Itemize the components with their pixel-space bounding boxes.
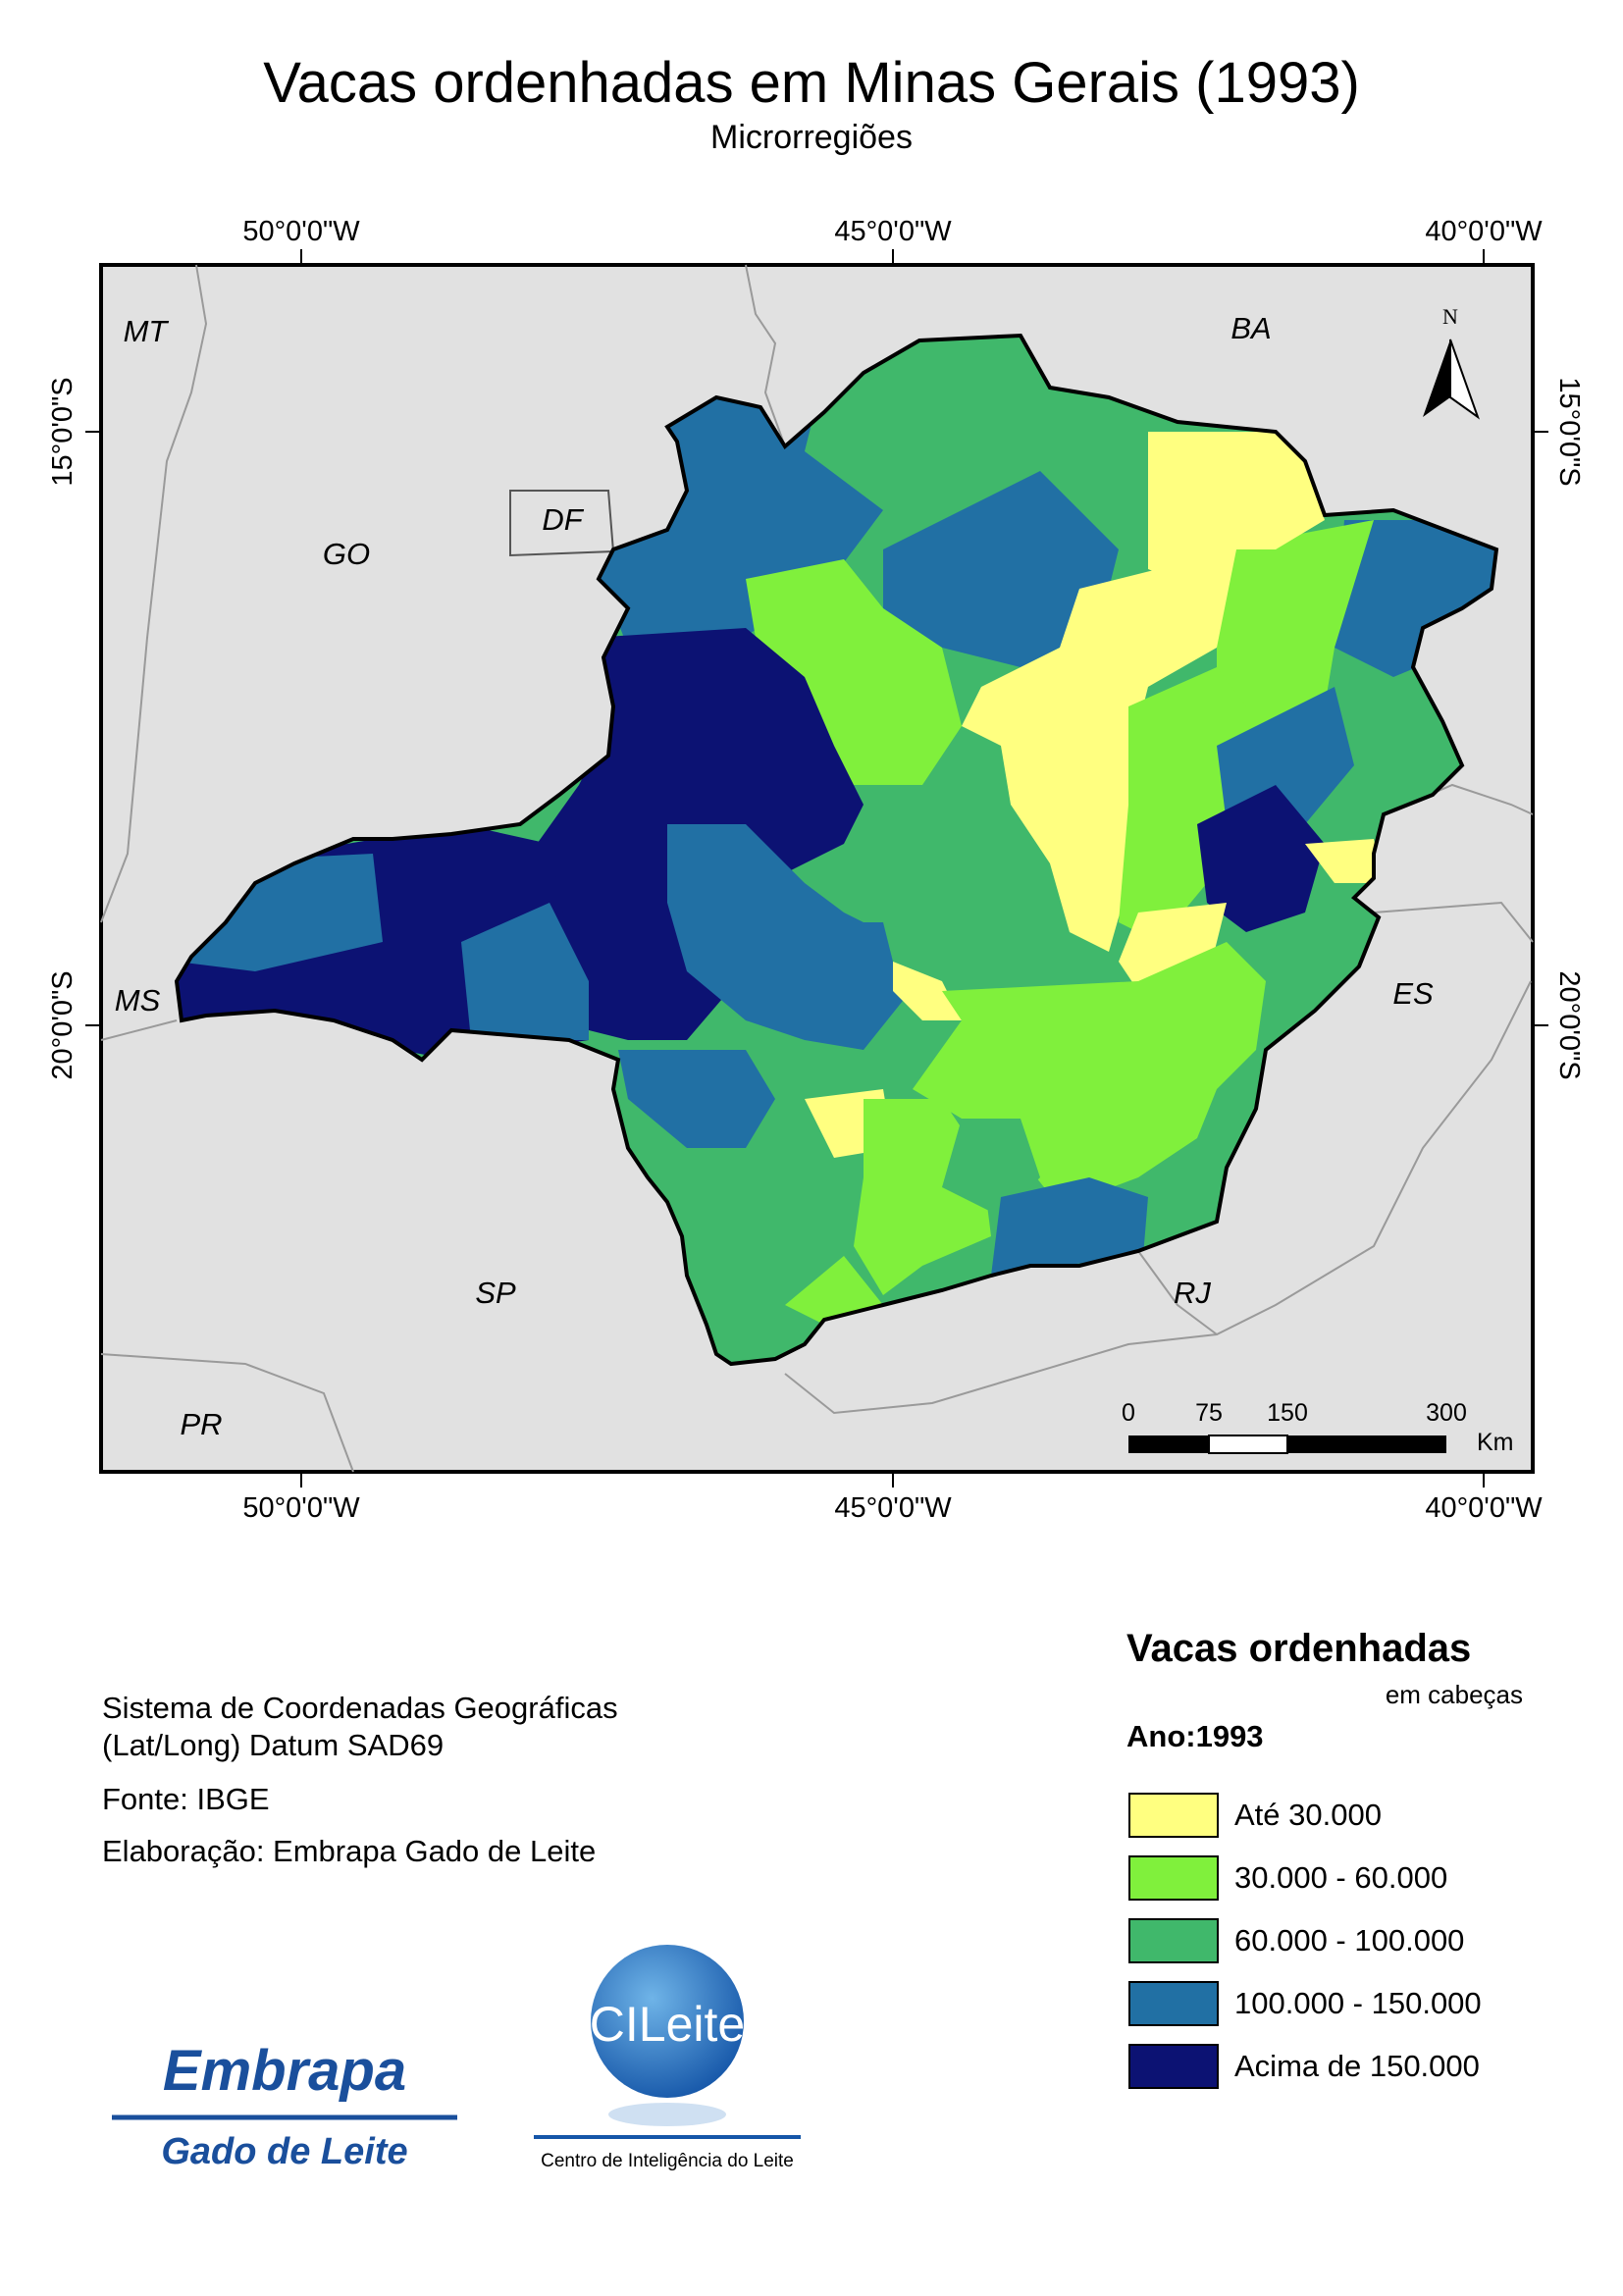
scale-tick-300: 300 bbox=[1426, 1399, 1467, 1427]
legend-item: 100.000 - 150.000 bbox=[1128, 1980, 1482, 2027]
legend-swatch bbox=[1128, 1793, 1219, 1838]
lon-label-bottom-1: 50°0'0"W bbox=[242, 1492, 360, 1524]
cileite-wordmark: CILeite bbox=[590, 1997, 745, 2052]
map-subtitle: Microrregiões bbox=[710, 119, 913, 156]
legend-swatch bbox=[1128, 1981, 1219, 2026]
legend-label: Acima de 150.000 bbox=[1234, 2049, 1480, 2083]
lon-label-top-1: 50°0'0"W bbox=[242, 216, 360, 247]
graticule-ticks bbox=[85, 249, 1548, 1487]
legend-title: Vacas ordenhadas bbox=[1126, 1627, 1472, 1670]
legend-year: Ano:1993 bbox=[1126, 1719, 1264, 1753]
state-label-df: DF bbox=[542, 502, 584, 537]
lon-label-top-3: 40°0'0"W bbox=[1425, 216, 1543, 247]
embrapa-logo: Embrapa Gado de Leite bbox=[112, 2039, 457, 2172]
embrapa-wordmark: Embrapa bbox=[163, 2039, 406, 2103]
scale-tick-150: 150 bbox=[1267, 1399, 1308, 1427]
state-label-es: ES bbox=[1392, 976, 1434, 1011]
embrapa-subtitle: Gado de Leite bbox=[161, 2131, 407, 2172]
legend-label: 60.000 - 100.000 bbox=[1234, 1923, 1465, 1957]
scale-unit: Km bbox=[1477, 1429, 1514, 1456]
legend-item: 30.000 - 60.000 bbox=[1128, 1854, 1447, 1902]
author-text: Elaboração: Embrapa Gado de Leite bbox=[102, 1834, 597, 1868]
lat-label-left-2: 20°0'0"S bbox=[47, 970, 79, 1079]
lat-label-right-2: 20°0'0"S bbox=[1553, 970, 1585, 1079]
legend-swatch bbox=[1128, 1855, 1219, 1901]
legend-item: 60.000 - 100.000 bbox=[1128, 1917, 1464, 1964]
state-boundaries bbox=[100, 264, 1534, 1473]
crs-line1: Sistema de Coordenadas Geográficas bbox=[102, 1691, 618, 1725]
cileite-caption: Centro de Inteligência do Leite bbox=[541, 2151, 794, 2171]
legend-label: Até 30.000 bbox=[1234, 1798, 1382, 1832]
lon-label-top-2: 45°0'0"W bbox=[834, 216, 952, 247]
legend-unit: em cabeças bbox=[1385, 1680, 1523, 1709]
state-label-sp: SP bbox=[475, 1276, 516, 1310]
state-label-rj: RJ bbox=[1174, 1276, 1211, 1310]
scale-tick-0: 0 bbox=[1122, 1399, 1135, 1427]
crs-line2: (Lat/Long) Datum SAD69 bbox=[102, 1728, 445, 1762]
source-text: Fonte: IBGE bbox=[102, 1782, 270, 1816]
mg-outline bbox=[174, 333, 1499, 1367]
scale-tick-75: 75 bbox=[1195, 1399, 1223, 1427]
legend-item: Até 30.000 bbox=[1128, 1792, 1382, 1839]
state-label-mt: MT bbox=[124, 314, 170, 348]
north-label: N bbox=[1442, 304, 1458, 329]
cileite-logo: CILeite Centro de Inteligência do Leite bbox=[534, 1945, 801, 2171]
state-label-ms: MS bbox=[115, 983, 161, 1018]
legend-label: 30.000 - 60.000 bbox=[1234, 1860, 1448, 1895]
cileite-circle-icon bbox=[591, 1945, 744, 2098]
lon-label-bottom-2: 45°0'0"W bbox=[834, 1492, 952, 1524]
lon-label-bottom-3: 40°0'0"W bbox=[1425, 1492, 1543, 1524]
lat-label-right-1: 15°0'0"S bbox=[1553, 377, 1585, 486]
lat-label-left-1: 15°0'0"S bbox=[47, 377, 79, 486]
map-figure: 50°0'0"W 45°0'0"W 40°0'0"W 50°0'0"W 45°0… bbox=[47, 216, 1585, 1524]
legend-item: Acima de 150.000 bbox=[1128, 2043, 1480, 2090]
legend-label: 100.000 - 150.000 bbox=[1234, 1986, 1482, 2020]
state-label-go: GO bbox=[323, 537, 370, 571]
legend-swatch bbox=[1128, 2044, 1219, 2089]
state-label-pr: PR bbox=[180, 1407, 222, 1441]
scale-bar: 0 75 150 300 Km bbox=[1122, 1399, 1513, 1456]
map-title: Vacas ordenhadas em Minas Gerais (1993) bbox=[263, 51, 1360, 115]
legend-swatch bbox=[1128, 1918, 1219, 1963]
north-arrow-icon: N bbox=[1423, 304, 1481, 420]
state-label-ba: BA bbox=[1230, 311, 1271, 345]
